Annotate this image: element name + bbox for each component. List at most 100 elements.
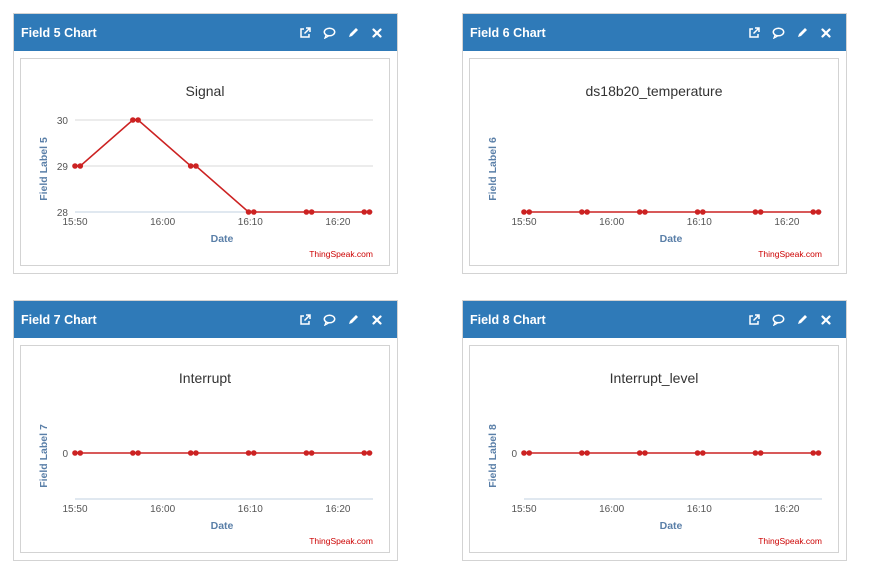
pencil-icon[interactable] (341, 310, 365, 330)
data-point (308, 450, 315, 456)
data-point (642, 209, 648, 215)
data-point (245, 450, 252, 456)
data-point (361, 209, 368, 215)
chart-area: ds18b20_temperature 15:50 16:00 16:10 16:20 D… (469, 58, 839, 266)
x-tick-label: 16:20 (774, 504, 799, 515)
data-point (694, 209, 701, 215)
chart-title: ds18b20_temperature (586, 83, 723, 99)
data-point (694, 450, 701, 456)
x-tick-label: 15:50 (511, 217, 536, 228)
x-tick-label: 16:00 (599, 504, 624, 515)
chart-title: Interrupt (179, 370, 231, 386)
data-point (752, 209, 759, 215)
x-tick-label: 16:20 (325, 504, 350, 515)
chart-panel-field-8: Field 8 Chart Interrupt_level 0 15:50 16:00… (462, 300, 847, 561)
thingspeak-credit: ThingSpeak.com (758, 249, 822, 259)
y-axis-title: Field Label 6 (487, 137, 499, 201)
data-point (308, 209, 315, 215)
data-point (361, 450, 368, 456)
data-point (757, 209, 764, 215)
external-link-icon[interactable] (742, 23, 766, 43)
data-point (251, 209, 257, 215)
data-point (810, 209, 817, 215)
x-tick-label: 15:50 (511, 504, 536, 515)
close-icon[interactable] (365, 23, 389, 43)
y-tick-label: 29 (57, 162, 69, 173)
x-axis-title: Date (660, 233, 683, 245)
x-tick-label: 16:10 (238, 504, 263, 515)
y-axis-title: Field Label 5 (38, 137, 50, 201)
line-chart: ds18b20_temperature 15:50 16:00 16:10 16:20 D… (487, 83, 822, 259)
data-point (521, 450, 527, 456)
data-point (77, 450, 84, 456)
comment-icon[interactable] (766, 23, 790, 43)
external-link-icon[interactable] (293, 23, 317, 43)
x-tick-label: 16:00 (150, 217, 175, 228)
y-axis-title: Field Label 7 (38, 424, 50, 488)
line-chart: Interrupt 0 15:50 16:00 16:10 16:20 Date Field … (38, 370, 373, 546)
x-tick-label: 16:00 (150, 504, 175, 515)
x-tick-label: 15:50 (62, 504, 87, 515)
data-point (72, 163, 78, 169)
data-point (72, 450, 78, 456)
data-point (135, 117, 141, 123)
data-point (135, 450, 141, 456)
data-point (579, 209, 585, 215)
external-link-icon[interactable] (742, 310, 766, 330)
data-point (636, 450, 643, 456)
x-axis-title: Date (211, 520, 234, 532)
data-point (526, 450, 533, 456)
data-point (810, 450, 817, 456)
x-axis-title: Date (211, 233, 234, 245)
chart-area: Interrupt 0 15:50 16:00 16:10 16:20 Date Field … (20, 345, 390, 553)
data-point (245, 209, 252, 215)
comment-icon[interactable] (317, 310, 341, 330)
data-point (815, 209, 822, 215)
comment-icon[interactable] (317, 23, 341, 43)
panel-header: Field 7 Chart (14, 301, 397, 338)
data-point (303, 209, 310, 215)
data-point (579, 450, 585, 456)
y-tick-label: 28 (57, 208, 69, 219)
thingspeak-credit: ThingSpeak.com (309, 536, 373, 546)
external-link-icon[interactable] (293, 310, 317, 330)
data-point (584, 209, 590, 215)
x-tick-label: 16:20 (774, 217, 799, 228)
chart-area: Interrupt_level 0 15:50 16:00 16:10 16:20 Date… (469, 345, 839, 553)
x-tick-label: 15:50 (62, 217, 87, 228)
close-icon[interactable] (814, 310, 838, 330)
data-point (521, 209, 527, 215)
data-point (130, 117, 136, 123)
panel-title: Field 6 Chart (470, 25, 546, 40)
chart-area: Signal 28 29 30 15:50 16:00 16:10 16:20 Date Fiel… (20, 58, 390, 266)
line-chart: Signal 28 29 30 15:50 16:00 16:10 16:20 Date Fiel… (38, 83, 373, 259)
pencil-icon[interactable] (341, 23, 365, 43)
data-point (700, 450, 706, 456)
data-point (584, 450, 590, 456)
y-tick-label: 0 (62, 449, 68, 460)
chart-title: Interrupt_level (610, 370, 699, 386)
panel-title: Field 7 Chart (21, 312, 97, 327)
x-tick-label: 16:20 (325, 217, 350, 228)
comment-icon[interactable] (766, 310, 790, 330)
pencil-icon[interactable] (790, 310, 814, 330)
panel-title: Field 8 Chart (470, 312, 546, 327)
data-point (303, 450, 310, 456)
data-point (193, 163, 199, 169)
x-tick-label: 16:10 (687, 217, 712, 228)
chart-title: Signal (186, 83, 225, 99)
x-axis-title: Date (660, 520, 683, 532)
data-point (526, 209, 533, 215)
chart-panel-field-5: Field 5 Chart Signal 28 29 30 15:50 16:00 16:1… (13, 13, 398, 274)
y-axis-title: Field Label 8 (487, 424, 499, 488)
close-icon[interactable] (814, 23, 838, 43)
y-tick-label: 30 (57, 116, 69, 127)
data-point (77, 163, 84, 169)
x-tick-label: 16:00 (599, 217, 624, 228)
thingspeak-credit: ThingSpeak.com (758, 536, 822, 546)
pencil-icon[interactable] (790, 23, 814, 43)
close-icon[interactable] (365, 310, 389, 330)
chart-panel-field-6: Field 6 Chart ds18b20_temperature 15:50 16… (462, 13, 847, 274)
data-point (187, 450, 194, 456)
series-line (75, 119, 370, 213)
